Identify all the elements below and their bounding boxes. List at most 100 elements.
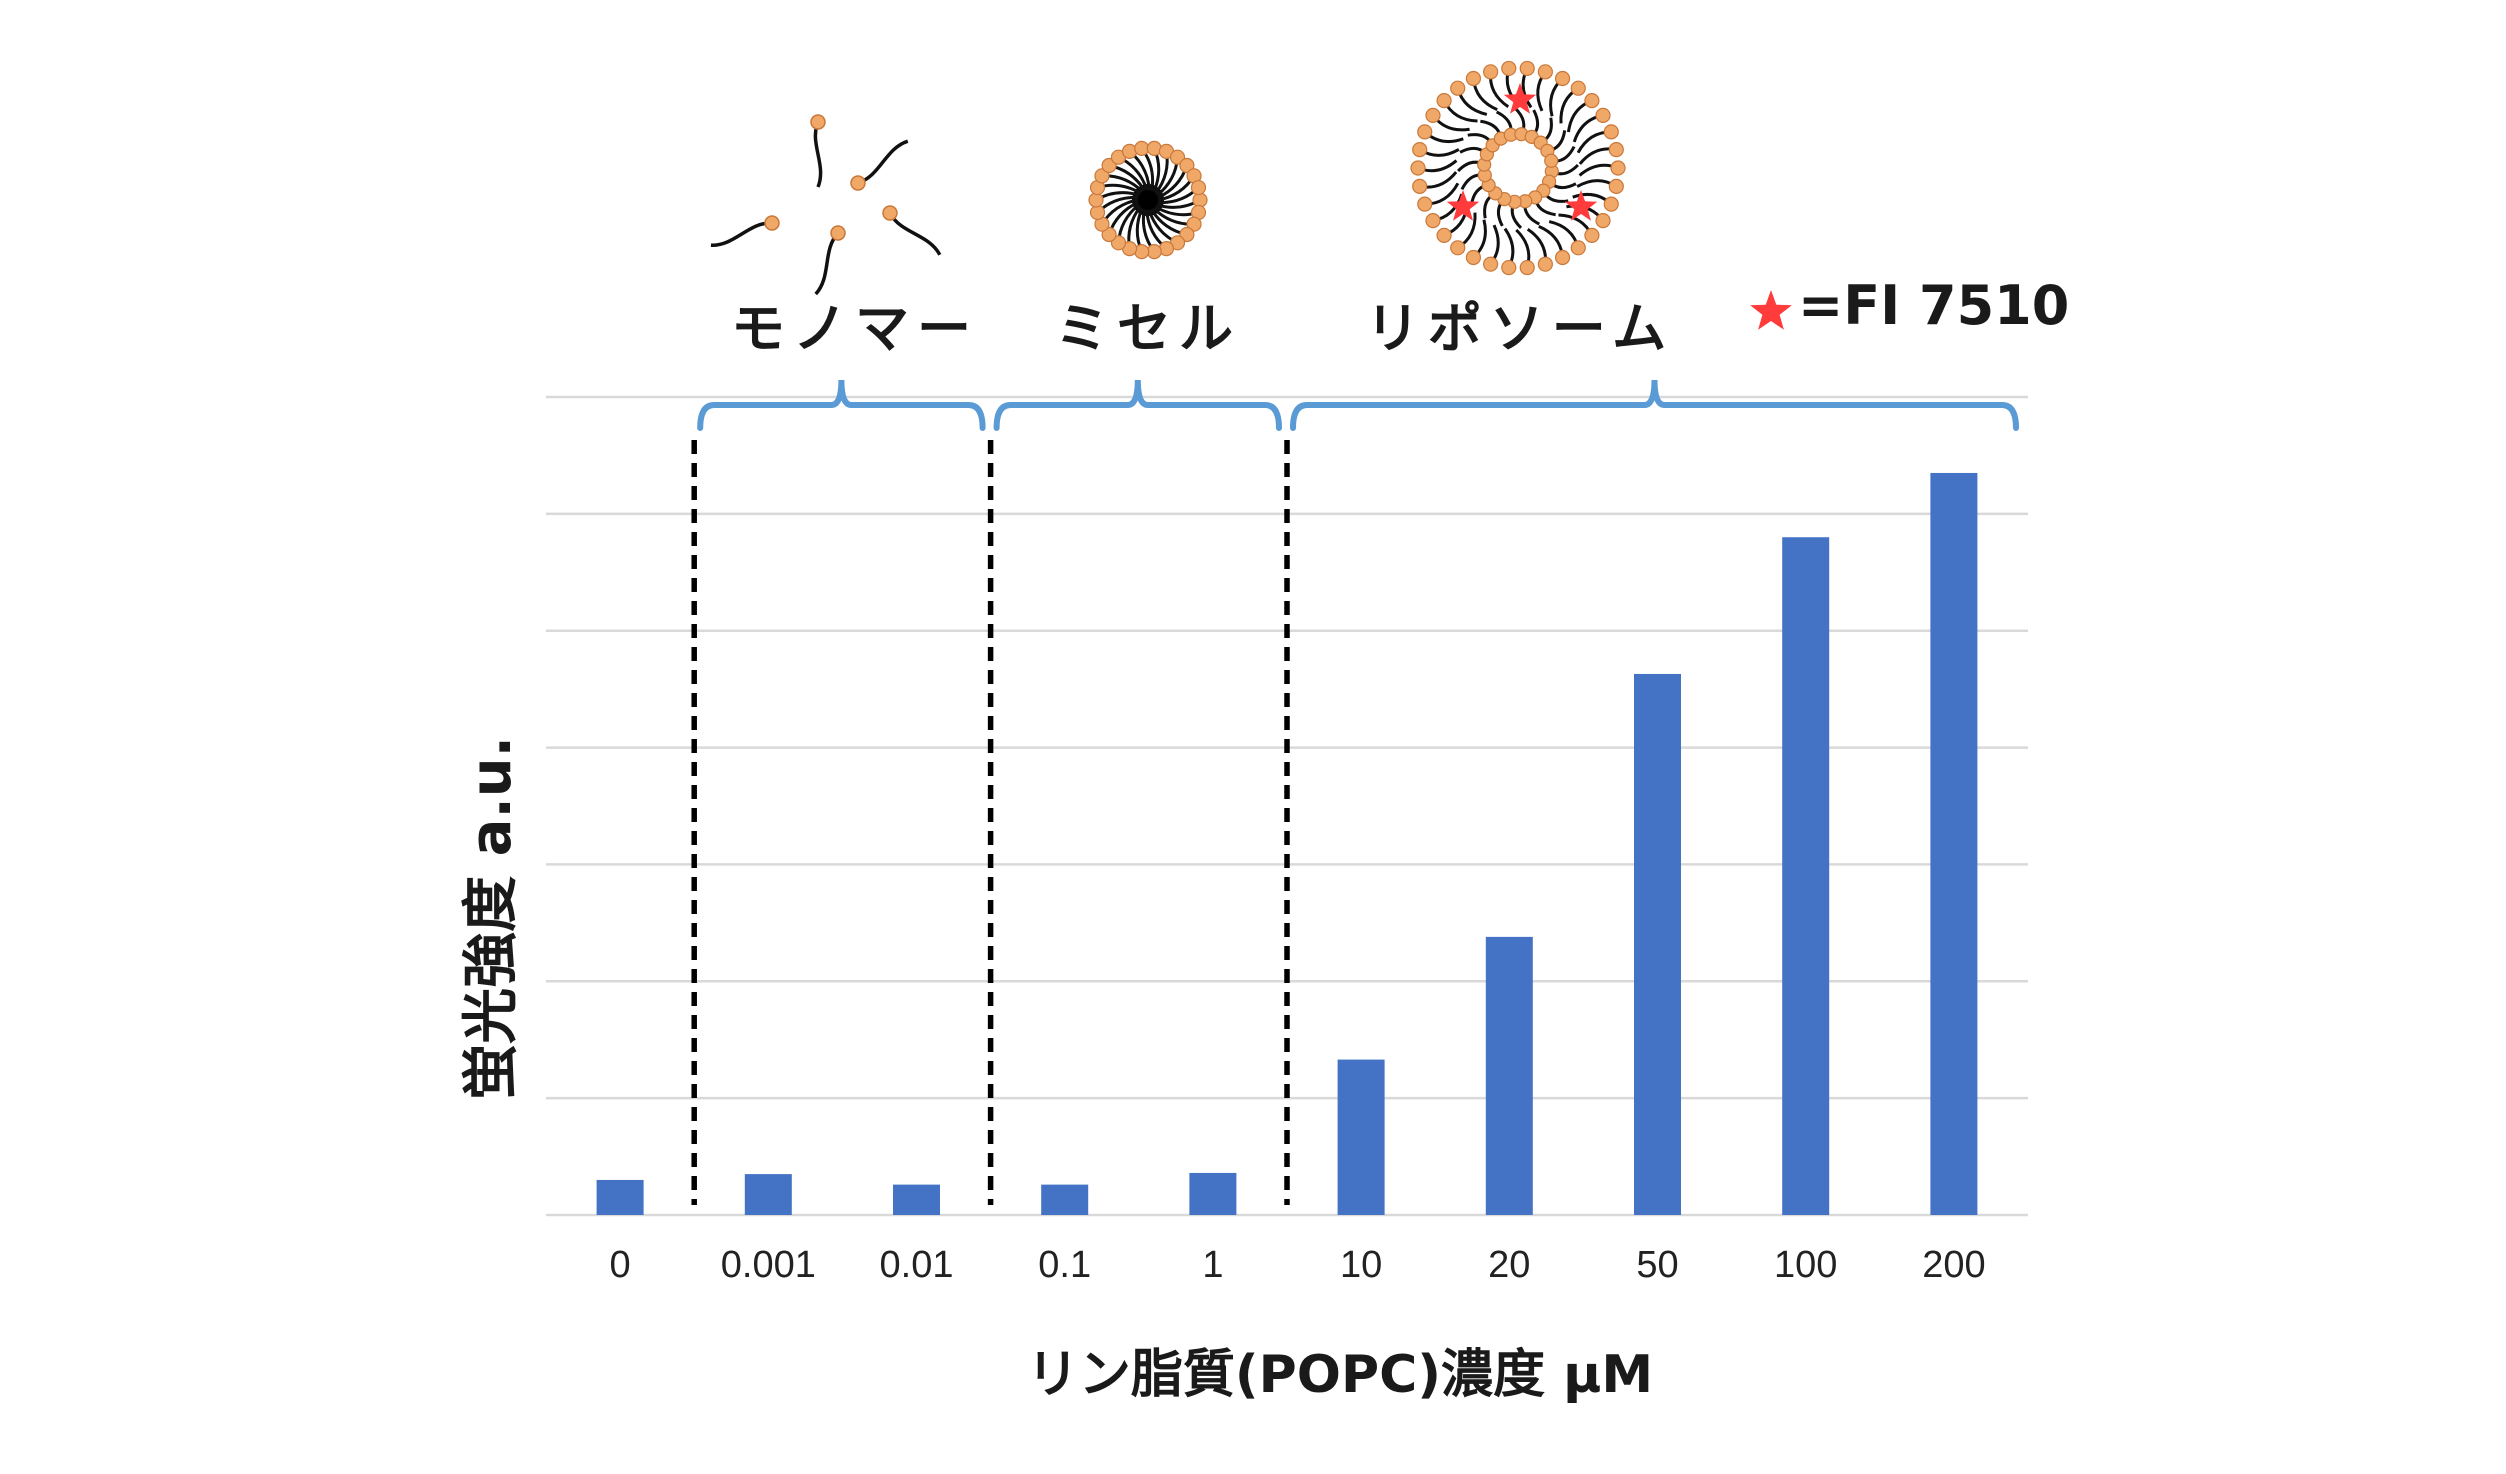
bar [1041, 1184, 1089, 1215]
x-tick-label: 100 [1774, 1244, 1837, 1286]
region-dividers [691, 440, 1290, 1205]
lipid-head [1519, 259, 1535, 276]
lipid-head [1608, 142, 1624, 158]
x-axis-label: リン脂質(POPC)濃度 μM [1027, 1345, 1653, 1405]
bar [1634, 673, 1681, 1215]
lipid-head [764, 215, 780, 231]
lipid-head [1190, 179, 1207, 196]
star-icon [1446, 190, 1480, 221]
lipid-tail [857, 139, 909, 185]
x-tick-label: 0.1 [1038, 1244, 1091, 1286]
lipid-head [830, 225, 846, 241]
bar [1337, 1059, 1385, 1215]
lipid-head [1584, 227, 1600, 243]
lipid-head [1554, 249, 1571, 266]
bar [1782, 537, 1830, 1215]
lipid-head [1554, 70, 1571, 87]
region-label: ミセル [1055, 297, 1241, 360]
x-tick-label: 10 [1340, 1244, 1382, 1286]
lipid-head [1410, 160, 1426, 176]
lipid-head [1417, 196, 1433, 212]
micelle-illustration [1088, 140, 1208, 260]
region-label: リポソーム [1366, 297, 1674, 360]
lipid-head [1501, 60, 1517, 77]
lipid-head [1537, 256, 1553, 272]
x-tick-label: 50 [1636, 1244, 1678, 1286]
lipid-head [1101, 226, 1117, 243]
region-labels: モノマー ミセル リポソーム [731, 297, 1674, 360]
lipid-head [1417, 124, 1433, 140]
x-tick-label: 1 [1202, 1244, 1223, 1286]
x-tick-label: 0 [610, 1244, 631, 1286]
lipid-head [1595, 213, 1611, 229]
lipid-head [1425, 213, 1441, 229]
lipid-tail [710, 221, 773, 247]
lipid-head [1465, 249, 1482, 266]
bar [893, 1184, 940, 1215]
lipid-head [1501, 259, 1517, 276]
lipid-head [1094, 168, 1110, 184]
lipid-head [1595, 107, 1611, 123]
lipid-head [1584, 93, 1600, 109]
lipid-head [1425, 107, 1441, 123]
lipid-tail [814, 231, 840, 296]
lipid-head [1089, 204, 1106, 221]
lipid-tail [888, 212, 942, 256]
lipid-head [1192, 192, 1208, 208]
x-tick-labels: 0 0.001 0.01 0.1 1 10 20 50 100 200 [610, 1244, 1986, 1286]
lipid-head [1436, 227, 1452, 243]
lipid-head [1570, 80, 1586, 96]
lipid-head [1179, 157, 1195, 174]
x-tick-label: 0.001 [721, 1244, 816, 1286]
star-icon [1503, 83, 1537, 114]
legend: =FI 7510 [1750, 274, 2069, 337]
lipid-head [810, 114, 826, 130]
lipid-head [1450, 240, 1466, 256]
bar [1485, 936, 1533, 1215]
monomer-illustration [710, 114, 942, 296]
lipid-head [1186, 216, 1202, 232]
region-brace [993, 379, 1282, 431]
lipid-head [1088, 192, 1104, 208]
region-braces [697, 379, 2019, 431]
lipid-head [1608, 178, 1624, 194]
lipid-head [1603, 124, 1619, 140]
lipid-head [850, 175, 866, 191]
lipid-head [1570, 240, 1586, 256]
liposome-illustration [1410, 60, 1626, 276]
lipid-head [1537, 64, 1553, 80]
lipid-head [1450, 80, 1466, 96]
legend-text: =FI 7510 [1798, 274, 2069, 337]
lipid-head [1436, 93, 1452, 109]
star-icon [1750, 290, 1792, 330]
lipid-head [1544, 153, 1559, 168]
star-icon [1564, 190, 1598, 221]
x-tick-label: 0.01 [880, 1244, 954, 1286]
lipid-head [882, 205, 898, 221]
region-label: モノマー [731, 297, 979, 360]
lipid-head [1412, 178, 1428, 194]
bar [596, 1179, 644, 1215]
lipid-head [1110, 235, 1127, 251]
lipid-head [1519, 60, 1535, 77]
lipid-head [1169, 149, 1186, 165]
x-tick-label: 200 [1922, 1244, 1985, 1286]
region-brace [697, 379, 986, 431]
bars [596, 472, 1978, 1215]
region-brace [1290, 379, 2019, 431]
x-tick-label: 20 [1488, 1244, 1530, 1286]
lipid-head [1412, 142, 1428, 158]
lipid-head [1603, 196, 1619, 212]
y-axis-label: 蛍光強度 a.u. [459, 736, 524, 1100]
lipid-head [1610, 160, 1626, 176]
bar [744, 1174, 792, 1215]
lipid-head [1483, 256, 1499, 272]
lipid-head [1101, 157, 1117, 174]
bar [1930, 472, 1978, 1215]
lipid-head [1134, 140, 1150, 156]
lipid-head [1146, 244, 1162, 260]
bar [1189, 1172, 1237, 1215]
lipid-tail [813, 121, 823, 188]
lipid-head [1465, 70, 1482, 87]
